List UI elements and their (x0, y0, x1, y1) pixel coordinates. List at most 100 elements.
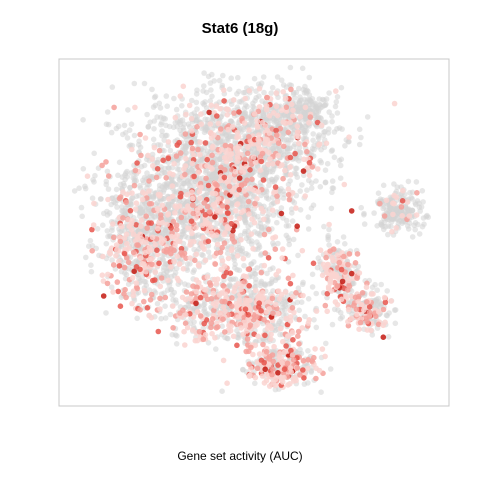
cell-point-active (129, 275, 136, 281)
cell-point-inactive (385, 334, 392, 340)
cell-point-active (132, 104, 138, 111)
cell-point-active (287, 154, 294, 161)
cell-point-active (124, 240, 130, 247)
cell-point-active (370, 291, 376, 297)
cell-point-active (137, 266, 143, 273)
cell-point-active (272, 188, 279, 195)
cell-point-active (206, 109, 212, 116)
cell-point-active (200, 244, 206, 250)
cell-point-active (282, 289, 289, 295)
cell-point-inactive (88, 268, 95, 275)
cell-point-active (265, 161, 272, 168)
cell-point-active (256, 351, 263, 357)
cell-point-active (275, 140, 282, 146)
cell-point-inactive (100, 222, 106, 228)
cell-point-inactive (358, 134, 364, 141)
cell-point-inactive (328, 148, 335, 154)
cell-point-active (270, 235, 276, 241)
cell-point-active (132, 206, 139, 212)
cell-point-active (170, 171, 176, 178)
cell-point-active (272, 184, 279, 190)
cell-point-active (389, 228, 395, 235)
cell-point-inactive (177, 219, 184, 225)
cell-point-inactive (338, 84, 345, 91)
cell-point-inactive (309, 284, 316, 290)
cell-point-active (274, 198, 281, 205)
cell-point-inactive (108, 129, 115, 136)
cell-point-active (229, 188, 235, 195)
cell-point-active (336, 259, 343, 266)
cell-point-inactive (263, 189, 270, 195)
cell-point-inactive (260, 74, 267, 80)
cell-point-inactive (392, 307, 399, 313)
cell-point-active (158, 240, 164, 246)
cell-point-inactive (248, 171, 255, 178)
cell-point-active (149, 261, 155, 268)
cell-point-active (352, 260, 359, 266)
cell-point-active (242, 95, 248, 102)
cell-point-inactive (329, 321, 336, 328)
cell-point-active (100, 253, 106, 260)
cell-point-active (202, 332, 209, 338)
cell-point-active (174, 226, 180, 233)
cell-point-active (266, 383, 273, 389)
cell-point-active (137, 255, 144, 261)
cell-point-active (313, 308, 320, 314)
cell-point-active (290, 337, 296, 343)
cell-point-active (242, 306, 249, 313)
cell-point-active (290, 113, 296, 119)
cell-point-inactive (378, 221, 384, 227)
cell-point-active (211, 307, 217, 314)
cell-point-active (279, 107, 285, 113)
cell-point-active (203, 175, 209, 182)
cell-point-active (219, 244, 225, 251)
cell-point-active (157, 192, 163, 198)
cell-point-inactive (153, 201, 159, 207)
cell-point-active (346, 251, 353, 257)
cell-point-active (287, 318, 294, 324)
cell-point-active (183, 207, 189, 213)
cell-point-inactive (315, 255, 322, 261)
cell-point-active (413, 212, 420, 218)
cell-point-active (150, 277, 156, 284)
cell-point-inactive (283, 217, 290, 224)
cell-point-inactive (351, 280, 357, 287)
cell-point-active (246, 127, 252, 133)
cell-point-inactive (115, 172, 121, 179)
cell-point-active (203, 287, 209, 293)
cell-point-inactive (375, 190, 382, 196)
cell-point-inactive (145, 123, 152, 130)
cell-point-inactive (173, 341, 180, 347)
cell-point-inactive (298, 299, 305, 306)
cell-point-active (327, 269, 333, 275)
cell-point-active (279, 255, 286, 261)
cell-point-active (287, 172, 294, 178)
cell-point-inactive (206, 171, 213, 177)
cell-point-active (214, 113, 220, 119)
cell-point-inactive (274, 174, 280, 181)
cell-point-inactive (317, 158, 324, 164)
cell-point-active (218, 126, 224, 132)
cell-point-inactive (194, 106, 200, 112)
cell-point-active (261, 380, 268, 386)
cell-point-active (306, 160, 313, 166)
cell-point-active (129, 217, 135, 224)
cell-point-inactive (204, 116, 211, 123)
cell-point-active (324, 308, 331, 315)
cell-point-active (400, 187, 406, 194)
cell-point-inactive (163, 122, 169, 129)
cell-point-active (179, 294, 186, 301)
cell-point-inactive (298, 149, 304, 156)
cell-point-inactive (203, 89, 210, 96)
cell-point-inactive (152, 102, 159, 109)
cell-point-inactive (125, 107, 131, 113)
cell-point-inactive (266, 281, 273, 287)
cell-point-inactive (105, 121, 112, 128)
cell-point-active (309, 164, 316, 170)
cell-point-inactive (374, 287, 381, 294)
cell-point-active (238, 325, 244, 331)
cell-point-active (245, 316, 251, 323)
cell-point-active (234, 191, 240, 198)
cell-point-active (254, 314, 260, 320)
cell-point-active (324, 290, 331, 297)
